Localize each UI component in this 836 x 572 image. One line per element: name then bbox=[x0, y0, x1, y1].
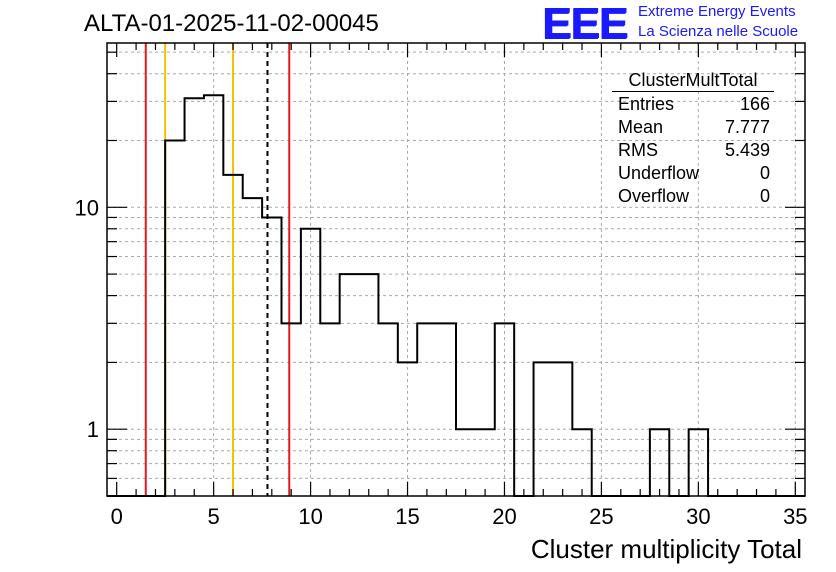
x-tick-label: 30 bbox=[686, 504, 710, 529]
stats-value: 7.777 bbox=[724, 117, 770, 137]
stats-row-overflow: Overflow 0 bbox=[612, 185, 774, 208]
logo-line-2: La Scienza nelle Scuole bbox=[638, 23, 799, 40]
y-tick-label: 1 bbox=[87, 417, 99, 442]
stats-label: Overflow bbox=[618, 186, 690, 206]
marker-lines bbox=[144, 43, 291, 496]
stats-label: Entries bbox=[618, 94, 675, 114]
stats-row-entries: Entries 166 bbox=[612, 93, 774, 116]
stats-label: Underflow bbox=[618, 163, 700, 183]
x-tick-label: 5 bbox=[208, 504, 220, 529]
stats-box: ClusterMultTotal Entries 166 Mean 7.777 … bbox=[612, 70, 774, 208]
axis-tick-labels: 0 5 10 15 20 25 30 35 1 10 bbox=[75, 195, 808, 529]
x-tick-label: 0 bbox=[111, 504, 123, 529]
stats-value: 5.439 bbox=[724, 140, 770, 160]
logo-line-1: Extreme Energy Events bbox=[638, 3, 796, 20]
eee-logo: EEE bbox=[542, 0, 628, 48]
stats-title: ClusterMultTotal bbox=[612, 70, 774, 92]
stats-label: RMS bbox=[618, 140, 658, 160]
histogram-outline bbox=[107, 94, 805, 497]
stats-value: 166 bbox=[739, 94, 770, 114]
stats-row-underflow: Underflow 0 bbox=[612, 162, 774, 185]
x-tick-label: 25 bbox=[589, 504, 613, 529]
stats-label: Mean bbox=[618, 117, 664, 137]
stats-row-mean: Mean 7.777 bbox=[612, 116, 774, 139]
x-tick-label: 10 bbox=[298, 504, 322, 529]
x-tick-label: 35 bbox=[783, 504, 807, 529]
x-axis-label: Cluster multiplicity Total bbox=[530, 534, 802, 564]
y-tick-label: 10 bbox=[75, 195, 99, 220]
plot-frame bbox=[106, 42, 806, 497]
plot-title: ALTA-01-2025-11-02-00045 bbox=[84, 10, 379, 37]
stats-row-rms: RMS 5.439 bbox=[612, 139, 774, 162]
x-tick-label: 20 bbox=[492, 504, 516, 529]
x-tick-label: 15 bbox=[395, 504, 419, 529]
axis-ticks bbox=[107, 43, 805, 496]
stats-value: 0 bbox=[759, 186, 770, 206]
stats-value: 0 bbox=[759, 163, 770, 183]
